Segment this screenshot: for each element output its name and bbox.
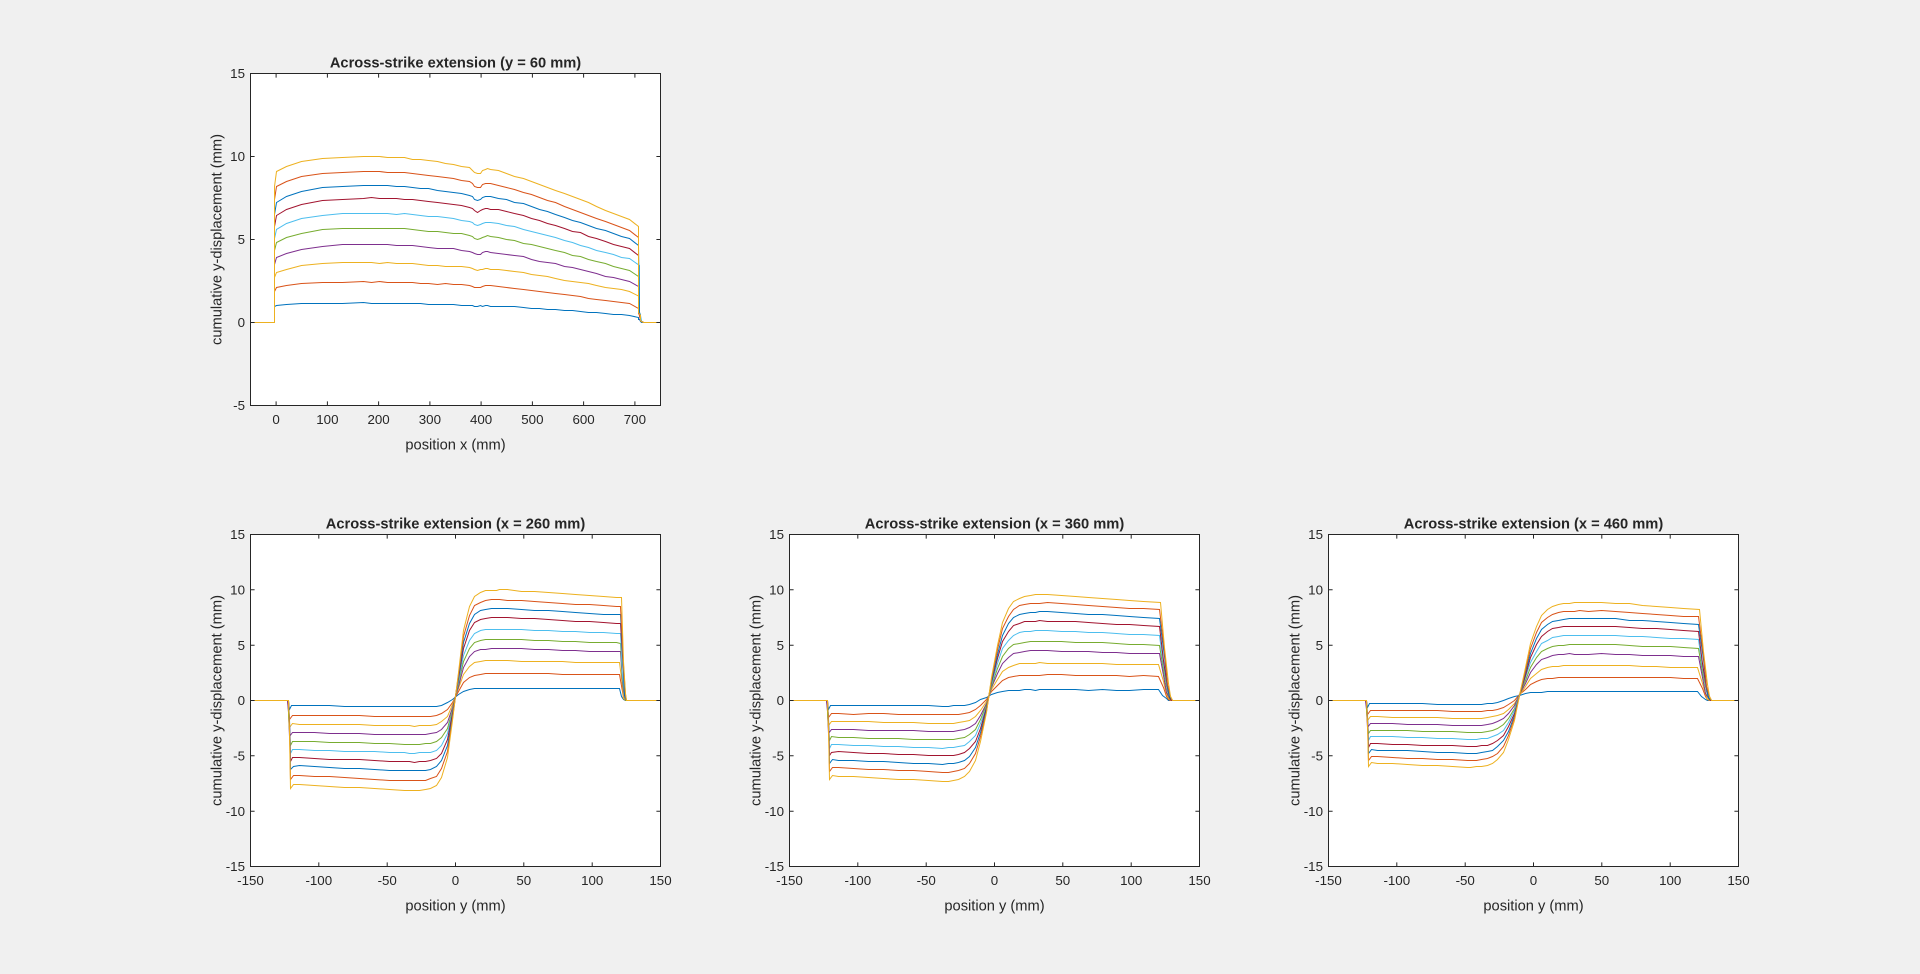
svg-text:-5: -5 bbox=[233, 398, 245, 413]
svg-text:-15: -15 bbox=[765, 859, 784, 874]
svg-text:150: 150 bbox=[649, 873, 671, 888]
svg-text:10: 10 bbox=[230, 583, 245, 598]
svg-text:-150: -150 bbox=[237, 873, 264, 888]
svg-text:10: 10 bbox=[1308, 583, 1323, 598]
svg-text:-50: -50 bbox=[917, 873, 936, 888]
svg-text:Across-strike extension (x = 4: Across-strike extension (x = 460 mm) bbox=[1404, 517, 1664, 533]
svg-text:15: 15 bbox=[230, 66, 245, 81]
svg-text:50: 50 bbox=[1594, 873, 1609, 888]
svg-text:position x (mm): position x (mm) bbox=[405, 438, 505, 454]
svg-text:600: 600 bbox=[572, 412, 594, 427]
svg-text:-100: -100 bbox=[1383, 873, 1410, 888]
svg-text:500: 500 bbox=[521, 412, 543, 427]
svg-text:15: 15 bbox=[769, 527, 784, 542]
svg-text:0: 0 bbox=[1530, 873, 1537, 888]
svg-text:10: 10 bbox=[769, 583, 784, 598]
svg-text:-50: -50 bbox=[378, 873, 397, 888]
svg-text:-100: -100 bbox=[844, 873, 871, 888]
svg-text:-100: -100 bbox=[305, 873, 332, 888]
svg-text:0: 0 bbox=[238, 315, 245, 330]
svg-text:300: 300 bbox=[419, 412, 441, 427]
svg-text:100: 100 bbox=[1120, 873, 1142, 888]
svg-text:0: 0 bbox=[1316, 693, 1323, 708]
svg-text:5: 5 bbox=[238, 232, 245, 247]
svg-text:-5: -5 bbox=[233, 749, 245, 764]
svg-text:15: 15 bbox=[230, 527, 245, 542]
svg-text:5: 5 bbox=[1316, 638, 1323, 653]
svg-text:100: 100 bbox=[316, 412, 338, 427]
svg-text:15: 15 bbox=[1308, 527, 1323, 542]
svg-text:position y (mm): position y (mm) bbox=[1483, 899, 1583, 915]
svg-text:-15: -15 bbox=[1304, 859, 1323, 874]
svg-text:-10: -10 bbox=[765, 804, 784, 819]
svg-text:-10: -10 bbox=[226, 804, 245, 819]
svg-text:0: 0 bbox=[238, 693, 245, 708]
svg-text:0: 0 bbox=[452, 873, 459, 888]
svg-text:-10: -10 bbox=[1304, 804, 1323, 819]
svg-text:100: 100 bbox=[1659, 873, 1681, 888]
svg-text:cumulative y-displacement (mm): cumulative y-displacement (mm) bbox=[210, 134, 226, 345]
svg-text:-5: -5 bbox=[772, 749, 784, 764]
svg-text:-5: -5 bbox=[1311, 749, 1323, 764]
svg-text:Across-strike extension (x = 3: Across-strike extension (x = 360 mm) bbox=[865, 517, 1125, 533]
svg-text:700: 700 bbox=[624, 412, 646, 427]
svg-text:cumulative y-displacement (mm): cumulative y-displacement (mm) bbox=[1288, 595, 1304, 806]
svg-text:5: 5 bbox=[238, 638, 245, 653]
svg-text:position y (mm): position y (mm) bbox=[405, 899, 505, 915]
svg-text:150: 150 bbox=[1188, 873, 1210, 888]
svg-text:-15: -15 bbox=[226, 859, 245, 874]
svg-text:-150: -150 bbox=[1315, 873, 1342, 888]
svg-text:200: 200 bbox=[367, 412, 389, 427]
svg-text:position y (mm): position y (mm) bbox=[944, 899, 1044, 915]
svg-text:10: 10 bbox=[230, 149, 245, 164]
svg-text:-50: -50 bbox=[1456, 873, 1475, 888]
svg-text:150: 150 bbox=[1727, 873, 1749, 888]
svg-text:0: 0 bbox=[272, 412, 279, 427]
svg-text:cumulative y-displacement (mm): cumulative y-displacement (mm) bbox=[749, 595, 765, 806]
svg-text:50: 50 bbox=[516, 873, 531, 888]
svg-text:400: 400 bbox=[470, 412, 492, 427]
svg-text:-150: -150 bbox=[776, 873, 803, 888]
svg-text:50: 50 bbox=[1055, 873, 1070, 888]
svg-text:Across-strike extension (y = 6: Across-strike extension (y = 60 mm) bbox=[330, 56, 581, 72]
svg-text:5: 5 bbox=[777, 638, 784, 653]
svg-text:Across-strike extension (x = 2: Across-strike extension (x = 260 mm) bbox=[326, 517, 586, 533]
svg-text:0: 0 bbox=[777, 693, 784, 708]
svg-text:cumulative y-displacement (mm): cumulative y-displacement (mm) bbox=[210, 595, 226, 806]
svg-text:0: 0 bbox=[991, 873, 998, 888]
svg-text:100: 100 bbox=[581, 873, 603, 888]
